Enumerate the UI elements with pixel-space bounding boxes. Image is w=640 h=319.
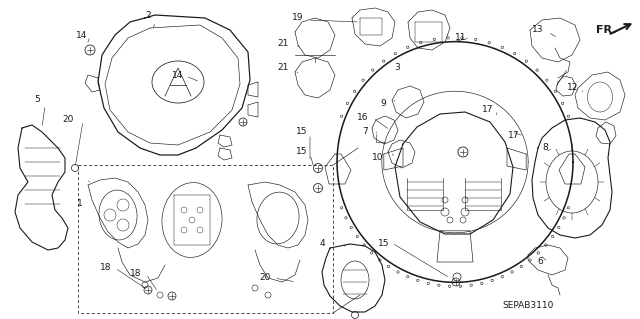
Text: 20: 20 xyxy=(62,115,74,124)
Text: 13: 13 xyxy=(532,26,544,34)
Text: 15: 15 xyxy=(296,147,308,157)
Text: SEPAB3110: SEPAB3110 xyxy=(502,300,554,309)
Text: 15: 15 xyxy=(296,128,308,137)
Text: 16: 16 xyxy=(357,114,369,122)
Text: 18: 18 xyxy=(100,263,112,272)
Text: 6: 6 xyxy=(537,257,543,266)
Text: 15: 15 xyxy=(378,239,390,248)
Text: 21: 21 xyxy=(277,40,289,48)
Text: 10: 10 xyxy=(372,152,384,161)
Text: 3: 3 xyxy=(394,63,400,72)
Bar xyxy=(78,165,333,313)
Text: 7: 7 xyxy=(362,128,368,137)
Text: 17: 17 xyxy=(483,106,493,115)
Text: 8: 8 xyxy=(542,144,548,152)
Text: 1: 1 xyxy=(77,199,83,209)
Text: 9: 9 xyxy=(380,99,386,108)
Text: 5: 5 xyxy=(34,95,40,105)
Text: 20: 20 xyxy=(259,273,271,283)
Text: 19: 19 xyxy=(292,13,304,23)
Text: 21: 21 xyxy=(277,63,289,72)
Text: 14: 14 xyxy=(76,32,88,41)
Text: 2: 2 xyxy=(145,11,151,20)
Text: FR.: FR. xyxy=(596,25,616,35)
Text: 12: 12 xyxy=(567,84,579,93)
Text: 11: 11 xyxy=(455,33,467,42)
Text: 17: 17 xyxy=(508,131,520,140)
Text: 4: 4 xyxy=(319,239,325,248)
Text: 14: 14 xyxy=(172,71,184,80)
Text: 18: 18 xyxy=(131,270,141,278)
